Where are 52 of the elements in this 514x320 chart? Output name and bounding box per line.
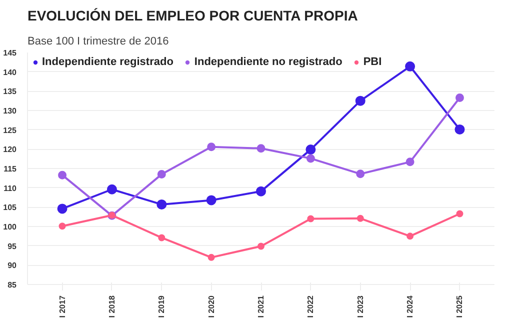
point [157, 170, 166, 179]
y-tick-label: 105 [3, 203, 18, 212]
point [454, 124, 465, 134]
x-tick-label: I 2023 [356, 294, 365, 318]
y-tick-label: 145 [3, 48, 18, 58]
y-tick-label: 130 [3, 106, 18, 116]
point [58, 222, 66, 230]
y-tick-label: 85 [8, 280, 18, 290]
y-tick-label: 90 [8, 261, 18, 270]
y-tick-label: 140 [3, 68, 18, 77]
x-tick-label: I 2017 [58, 294, 67, 318]
chart-title: EVOLUCIÓN DEL EMPLEO POR CUENTA PROPIA [28, 8, 358, 24]
point [258, 242, 264, 250]
point [158, 234, 166, 242]
point [455, 93, 464, 102]
point [355, 96, 366, 106]
point [57, 204, 68, 214]
x-tick-label: I 2019 [157, 294, 166, 318]
x-tick-label: I 2021 [256, 294, 266, 318]
chart-subtitle: Base 100 I trimestre de 2016 [28, 36, 169, 48]
legend-label: Independiente no registrado [194, 56, 342, 68]
y-tick-label: 95 [8, 242, 18, 251]
y-tick-label: 125 [3, 126, 18, 135]
y-tick-label: 110 [4, 184, 18, 193]
y-tick-label: 115 [4, 164, 18, 174]
point [356, 214, 364, 222]
point [356, 170, 365, 178]
x-tick-label: I 2020 [206, 294, 216, 318]
legend-label: PBI [363, 56, 383, 68]
y-tick-label: 135 [3, 87, 18, 96]
point [156, 199, 167, 210]
x-tick-label: I 2018 [107, 294, 116, 318]
x-tick-label: I 2025 [455, 294, 464, 318]
x-tick-label: I 2022 [306, 294, 316, 318]
point [306, 144, 316, 155]
point [306, 154, 315, 163]
point [406, 232, 414, 240]
y-tick-label: 100 [3, 222, 18, 232]
point [405, 61, 416, 72]
point [207, 142, 216, 152]
y-tick-label: 120 [3, 145, 18, 154]
point [106, 184, 117, 194]
point [456, 210, 464, 218]
point [206, 195, 216, 206]
point [58, 170, 67, 180]
point [307, 215, 314, 222]
legend-label: Independiente registrado [42, 56, 174, 68]
point [256, 144, 266, 153]
x-tick-label: I 2024 [406, 294, 415, 318]
point [208, 254, 215, 261]
point [256, 186, 266, 196]
point [406, 158, 414, 166]
